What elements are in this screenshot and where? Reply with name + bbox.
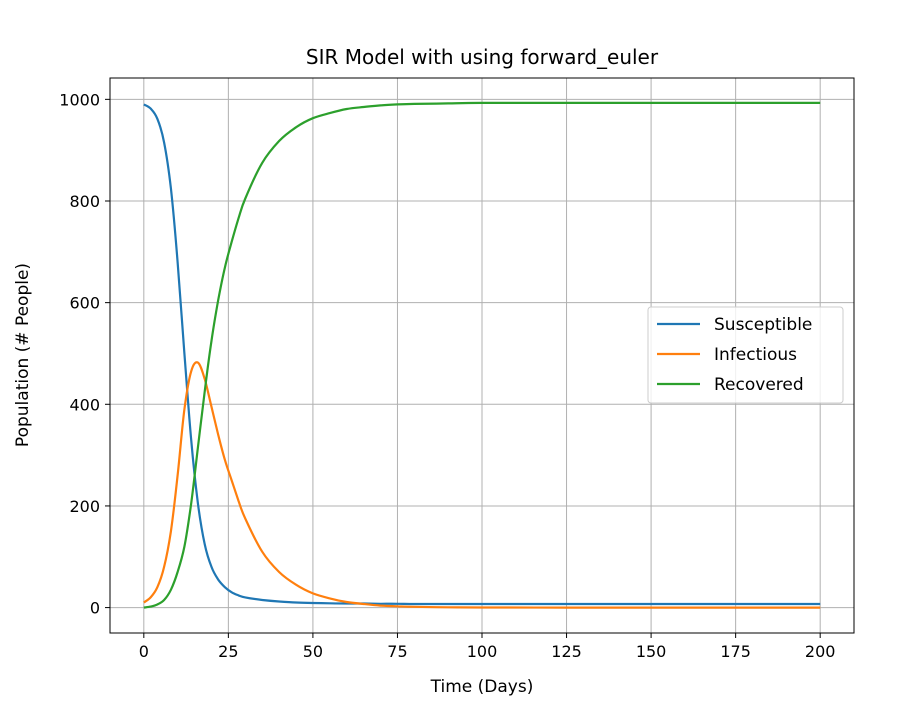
- legend-label-infectious: Infectious: [714, 345, 797, 365]
- legend-box: [647, 306, 844, 404]
- legend: Susceptible Infectious Recovered: [647, 306, 844, 404]
- legend-label-recovered: Recovered: [714, 375, 804, 395]
- x-tick-label: 200: [805, 642, 836, 661]
- x-tick-label: 0: [139, 642, 149, 661]
- y-tick-label: 800: [69, 192, 100, 211]
- x-tick-label: 125: [551, 642, 582, 661]
- y-axis-title: Population (# People): [13, 263, 33, 447]
- x-tick-label: 100: [467, 642, 498, 661]
- y-tick-label: 1000: [59, 90, 100, 109]
- y-axis-ticks: 0 200 400 600 800 1000: [59, 90, 110, 618]
- x-tick-label: 75: [387, 642, 407, 661]
- series-lines: [143, 101, 821, 609]
- series-line-recovered: [143, 101, 821, 609]
- series-line-infectious: [143, 361, 821, 609]
- y-tick-label: 0: [90, 599, 100, 618]
- legend-label-susceptible: Susceptible: [714, 315, 812, 335]
- x-axis-title: Time (Days): [430, 677, 534, 697]
- y-tick-label: 600: [69, 294, 100, 313]
- x-tick-label: 25: [218, 642, 238, 661]
- y-tick-label: 200: [69, 497, 100, 516]
- series-line-susceptible: [143, 103, 821, 606]
- x-tick-label: 50: [303, 642, 323, 661]
- x-tick-label: 175: [720, 642, 751, 661]
- x-tick-label: 150: [636, 642, 667, 661]
- y-tick-label: 400: [69, 395, 100, 414]
- chart-title: SIR Model with using forward_euler: [306, 45, 659, 69]
- x-axis-ticks: 0 25 50 75 100 125 150 175 200: [139, 633, 836, 661]
